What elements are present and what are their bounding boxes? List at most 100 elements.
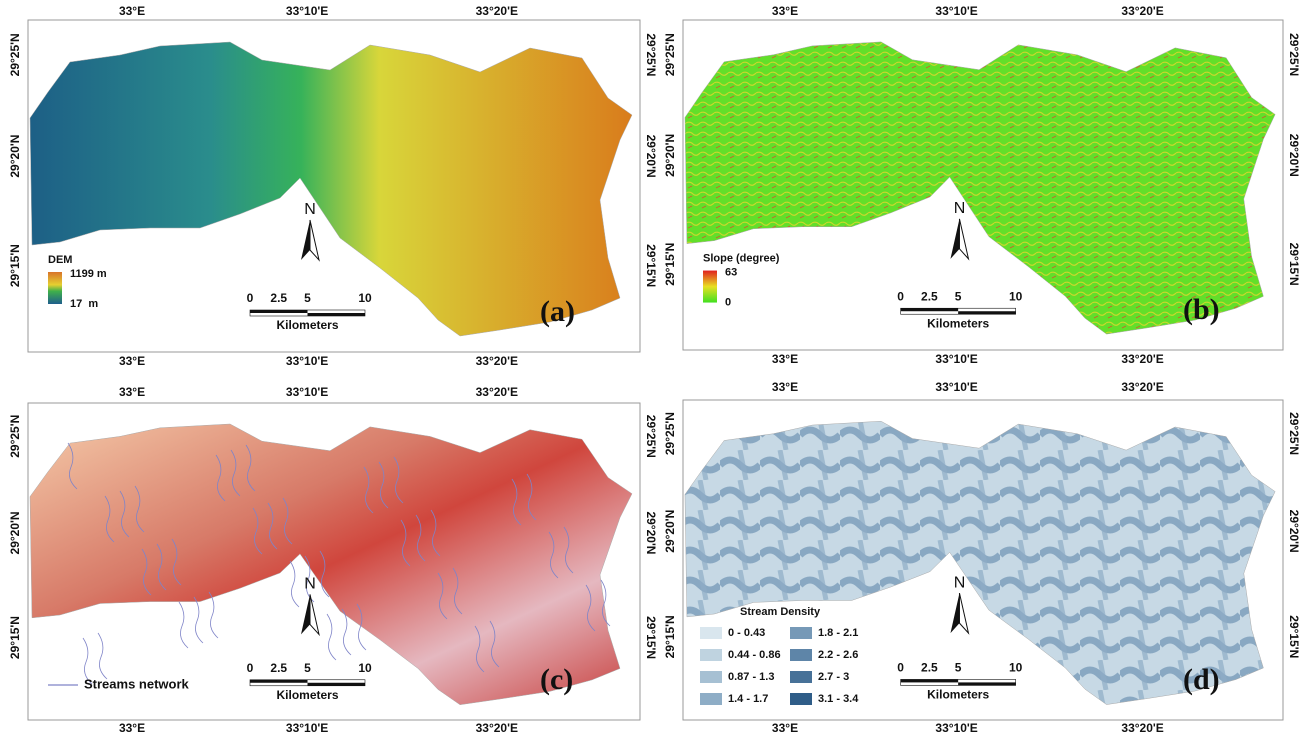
latitude-label: 29°20'N	[644, 511, 658, 554]
latitude-label: 29°25'N	[8, 415, 22, 458]
stream	[245, 444, 256, 492]
north-arrow	[950, 218, 960, 259]
stream	[97, 632, 108, 680]
legend-swatch	[700, 671, 722, 683]
north-arrow	[958, 218, 970, 261]
north-arrow	[301, 220, 310, 260]
legend-swatch	[790, 671, 812, 683]
legend-title: DEM	[48, 254, 72, 266]
watershed	[684, 41, 1276, 335]
stream	[208, 591, 219, 639]
stream	[474, 625, 485, 673]
legend-label: 1.4 - 1.7	[728, 693, 768, 705]
stream	[363, 466, 374, 514]
scale-label: 5	[955, 289, 962, 303]
latitude-label: 29°15'N	[644, 244, 658, 287]
longitude-label: 33°20'E	[1121, 721, 1163, 735]
longitude-label: 33°10'E	[935, 4, 977, 18]
longitude-label: 33°E	[119, 385, 145, 399]
longitude-label: 33°20'E	[476, 4, 518, 18]
scale-bar	[249, 679, 366, 687]
watershed	[684, 420, 1276, 705]
stream	[430, 509, 441, 557]
stream	[267, 502, 278, 550]
latitude-label: 29°15'N	[1287, 615, 1301, 658]
longitude-label: 33°E	[772, 380, 798, 394]
scale-unit: Kilometers	[276, 318, 338, 332]
latitude-label: 29°20'N	[663, 134, 677, 177]
stream	[511, 478, 522, 526]
scale-unit: Kilometers	[927, 688, 989, 702]
scale-unit: Kilometers	[276, 688, 338, 702]
latitude-label: 29°25'N	[663, 412, 677, 455]
longitude-label: 33°E	[772, 352, 798, 366]
scale-label: 10	[1009, 289, 1023, 303]
north-arrow	[301, 594, 310, 635]
scale-label: 5	[304, 291, 311, 305]
longitude-label: 33°10'E	[935, 721, 977, 735]
map-panel: 33°E 33°10'E 33°20'E 33°E 33°10'E 33°20'E 29°2…	[663, 4, 1301, 366]
scale-label: 10	[1009, 661, 1023, 675]
map-frame	[27, 19, 641, 353]
longitude-label: 33°20'E	[1121, 380, 1163, 394]
panel-label: (d)	[1183, 663, 1220, 696]
legend-label: 0.44 - 0.86	[728, 649, 781, 661]
stream	[67, 442, 78, 490]
longitude-label: 33°20'E	[1121, 352, 1163, 366]
legend-swatch	[790, 627, 812, 639]
scale-bar	[249, 309, 366, 317]
scale-bar	[900, 679, 1016, 686]
latitude-label: 29°15'N	[663, 243, 677, 286]
stream	[193, 596, 204, 644]
stream	[252, 507, 263, 555]
legend-swatch	[790, 649, 812, 661]
legend-ramp	[703, 270, 717, 303]
longitude-label: 33°E	[119, 354, 145, 368]
scale-bar	[958, 311, 1016, 315]
stream	[82, 637, 93, 685]
north-arrow	[309, 594, 320, 637]
legend-min: 0	[725, 296, 731, 308]
longitude-label: 33°10'E	[286, 354, 328, 368]
north-arrow	[309, 219, 320, 262]
scale-label: 2.5	[921, 289, 938, 303]
map-panel: 33°E 33°10'E 33°20'E 33°E 33°10'E 33°20'E 29°2…	[8, 385, 658, 735]
longitude-label: 33°10'E	[286, 385, 328, 399]
latitude-label: 29°20'N	[1287, 510, 1301, 553]
stream	[304, 555, 315, 603]
legend-swatch	[790, 693, 812, 705]
longitude-label: 33°10'E	[286, 4, 328, 18]
longitude-label: 33°10'E	[935, 352, 977, 366]
scale-label: 0	[897, 289, 904, 303]
latitude-label: 29°20'N	[8, 135, 22, 178]
latitude-label: 29°25'N	[644, 415, 658, 458]
legend-title: Slope (degree)	[703, 252, 780, 264]
scale-label: 5	[304, 661, 311, 675]
watershed	[29, 41, 633, 337]
scale-label: 2.5	[270, 661, 287, 675]
scale-label: 0	[247, 291, 254, 305]
legend-max: 1199 m	[70, 268, 107, 280]
longitude-label: 33°E	[772, 721, 798, 735]
scale-label: 0	[897, 661, 904, 675]
scale-label: 10	[358, 661, 372, 675]
scale-bar	[900, 307, 1016, 315]
latitude-label: 29°15'N	[663, 615, 677, 658]
stream	[319, 550, 330, 598]
map-panel: 33°E 33°10'E 33°20'E 33°E 33°10'E 33°20'E 29°2…	[8, 4, 658, 368]
stream	[437, 572, 448, 620]
stream	[548, 531, 559, 579]
stream	[178, 601, 189, 649]
latitude-label: 29°15'N	[1287, 243, 1301, 286]
legend-label: Streams network	[84, 676, 190, 691]
stream	[356, 603, 367, 651]
north-label: N	[304, 576, 316, 593]
stream	[104, 495, 115, 543]
scale-bar	[307, 682, 365, 686]
legend-title: Stream Density	[740, 606, 821, 618]
scale-label: 5	[955, 661, 962, 675]
stream	[378, 461, 389, 509]
latitude-label: 29°25'N	[663, 33, 677, 76]
latitude-label: 29°20'N	[644, 135, 658, 178]
